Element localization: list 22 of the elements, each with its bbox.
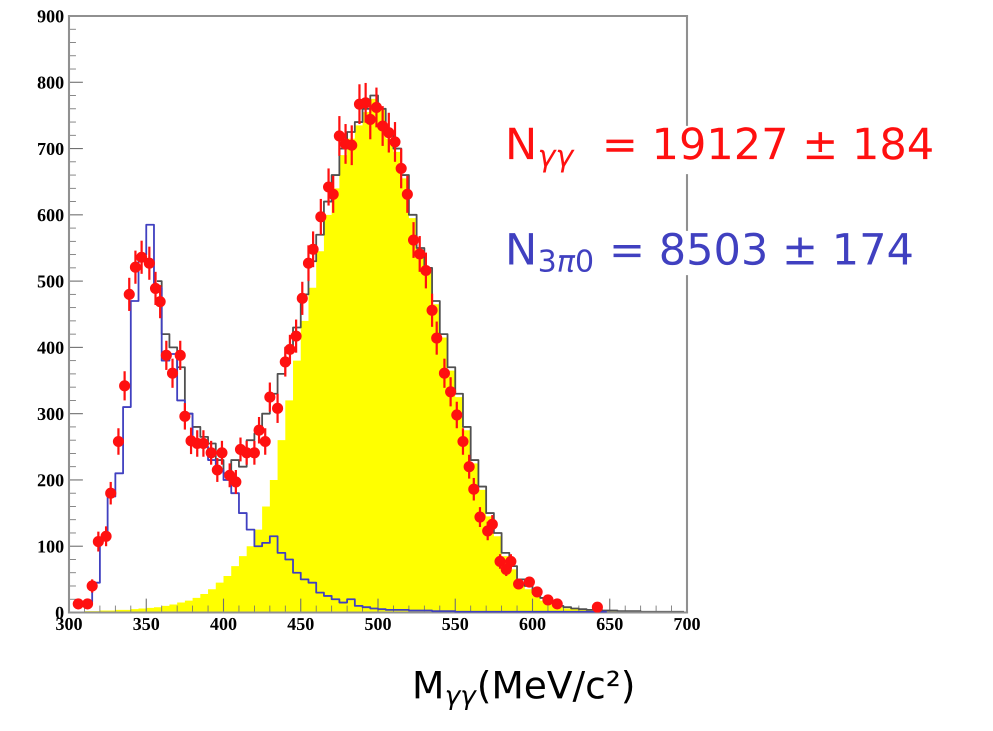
y-tick-label: 100 [38,540,64,553]
text: N$_{γγ}$ = 19127 ± 184 [509,127,932,172]
x-tick-label: 400 [210,618,236,630]
x-tick-label: 450 [287,618,314,630]
y-tick-label: 0 [56,606,64,619]
x-tick-label: 300 [56,618,82,630]
y-tick-label: 300 [38,408,64,420]
x-tick-label: 700 [674,618,700,630]
y-tick-label: 700 [38,142,64,155]
y-tick-label: 200 [38,474,64,486]
y-tick-label: 800 [38,76,64,89]
y-tick-label: 900 [38,10,64,22]
x-axis-title: M$_{γγ}$(MeV/c²) [416,670,632,710]
text: N$_{3π0}$ = 8503 ± 174 [509,232,912,272]
x-tick-label: 350 [133,618,160,630]
x-tick-label: 550 [442,618,468,630]
x-tick-label: 650 [596,618,623,630]
x-tick-label: 600 [520,618,546,630]
y-tick-label: 500 [38,275,64,288]
y-tick-label: 600 [38,209,64,222]
x-tick-label: 500 [365,618,391,630]
y-tick-label: 400 [37,342,64,354]
